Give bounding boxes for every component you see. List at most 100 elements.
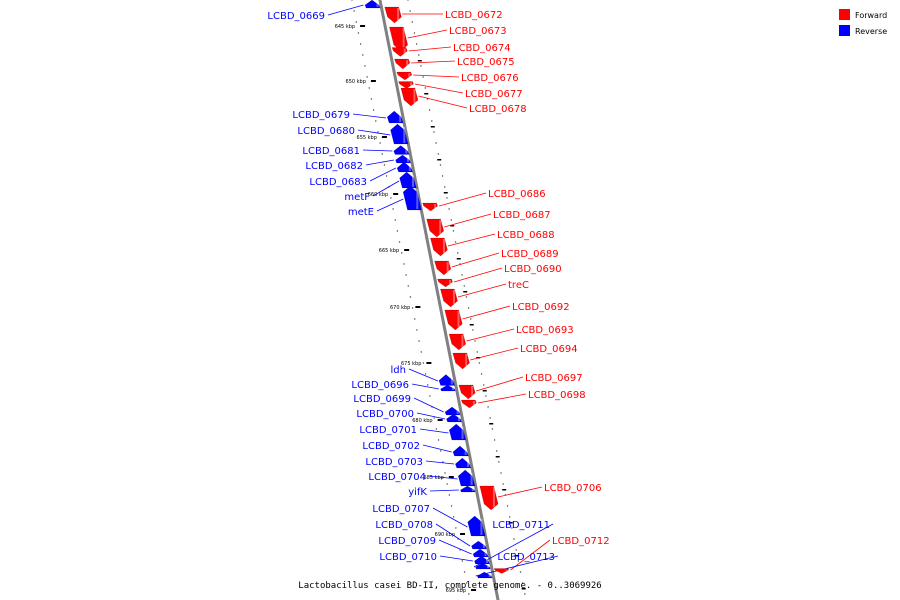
gene-label-LCBD_0713[interactable]: LCBD_0713 <box>497 552 555 563</box>
leader-LCBD_0676 <box>413 74 460 78</box>
gene-label-LCBD_0703[interactable]: LCBD_0703 <box>365 457 423 468</box>
gene-block-LCBD_0701[interactable] <box>448 423 467 441</box>
gene-block-LCBD_0681[interactable] <box>393 145 410 155</box>
gene-label-LCBD_0687[interactable]: LCBD_0687 <box>493 210 551 221</box>
gene-label-LCBD_0709[interactable]: LCBD_0709 <box>378 536 436 547</box>
gene-label-ldh[interactable]: ldh <box>391 365 406 376</box>
gene-block-LCBD_0683[interactable] <box>396 161 413 173</box>
gene-block-LCBD_0686[interactable] <box>422 202 439 212</box>
tick-label: 675 kbp <box>401 361 421 367</box>
gene-block-LCBD_0708[interactable] <box>471 540 487 550</box>
gene-label-LCBD_0674[interactable]: LCBD_0674 <box>453 43 511 54</box>
gene-label-LCBD_0679[interactable]: LCBD_0679 <box>292 110 350 121</box>
gene-block-LCBD_0713[interactable] <box>476 571 493 579</box>
gene-block-LCBD_0692[interactable] <box>444 309 463 331</box>
gene-block-LCBD_0678[interactable] <box>400 87 419 107</box>
gene-block-LCBD_0675[interactable] <box>394 58 411 70</box>
gene-block-LCBD_0680[interactable] <box>390 123 409 145</box>
gene-label-LCBD_0707[interactable]: LCBD_0707 <box>372 504 430 515</box>
gene-block-LCBD_0696[interactable] <box>440 384 456 392</box>
leader-LCBD_0669 <box>327 4 364 16</box>
gene-block-LCBD_0674[interactable] <box>391 47 408 57</box>
gene-label-LCBD_0706[interactable]: LCBD_0706 <box>544 483 602 494</box>
gene-label-LCBD_0675[interactable]: LCBD_0675 <box>457 57 515 68</box>
leader-LCBD_0690 <box>453 267 503 283</box>
leader-LCBD_0694 <box>470 347 519 361</box>
gene-label-LCBD_0678[interactable]: LCBD_0678 <box>469 104 527 115</box>
gene-block-treC[interactable] <box>440 288 458 308</box>
gene-label-LCBD_0704[interactable]: LCBD_0704 <box>368 472 426 483</box>
gene-block-LCBD_0698[interactable] <box>460 399 477 409</box>
gene-block-LCBD_0694[interactable] <box>452 352 470 370</box>
leader-LCBD_0702 <box>422 444 452 453</box>
gene-block-LCBD_0704[interactable] <box>457 469 476 487</box>
gene-label-LCBD_0710[interactable]: LCBD_0710 <box>379 552 437 563</box>
gene-label-LCBD_0676[interactable]: LCBD_0676 <box>461 73 519 84</box>
gene-block-LCBD_0700[interactable] <box>446 413 462 423</box>
leader-LCBD_0681 <box>362 149 393 152</box>
gene-shade <box>376 3 379 7</box>
gene-block-yifK[interactable] <box>460 485 476 493</box>
gene-block-LCBD_0689[interactable] <box>434 260 452 276</box>
gene-block-LCBD_0677[interactable] <box>398 81 414 89</box>
gene-block-LCBD_0669[interactable] <box>364 0 381 9</box>
gene-label-LCBD_0699[interactable]: LCBD_0699 <box>353 394 411 405</box>
gene-shade <box>403 48 406 54</box>
gene-shade <box>399 114 402 122</box>
gene-label-LCBD_0708[interactable]: LCBD_0708 <box>375 520 433 531</box>
tick-label: 670 kbp <box>390 305 410 311</box>
gene-label-LCBD_0673[interactable]: LCBD_0673 <box>449 26 507 37</box>
leader-LCBD_0680 <box>357 129 391 136</box>
gene-label-LCBD_0677[interactable]: LCBD_0677 <box>465 89 523 100</box>
gene-block-LCBD_0712[interactable] <box>493 568 510 574</box>
gene-label-LCBD_0697[interactable]: LCBD_0697 <box>525 373 583 384</box>
tick-mark <box>471 589 477 591</box>
gene-label-LCBD_0672[interactable]: LCBD_0672 <box>445 10 503 21</box>
gene-label-LCBD_0698[interactable]: LCBD_0698 <box>528 390 586 401</box>
tick-label: 665 kbp <box>379 248 399 254</box>
tick-mark <box>381 136 387 138</box>
leader-LCBD_0678 <box>418 95 468 109</box>
gene-block-LCBD_0693[interactable] <box>448 333 467 351</box>
gene-label-LCBD_0701[interactable]: LCBD_0701 <box>359 425 417 436</box>
gene-block-LCBD_0688[interactable] <box>430 237 448 257</box>
gene-label-LCBD_0702[interactable]: LCBD_0702 <box>362 441 420 452</box>
tick-mark <box>393 193 399 195</box>
gene-block-LCBD_0707[interactable] <box>467 515 486 537</box>
gene-block-LCBD_0706[interactable] <box>479 485 499 511</box>
gene-label-LCBD_0700[interactable]: LCBD_0700 <box>356 409 414 420</box>
gene-block-LCBD_0703[interactable] <box>455 457 472 469</box>
gene-label-metE[interactable]: metE <box>348 207 374 218</box>
gene-label-LCBD_0688[interactable]: LCBD_0688 <box>497 230 555 241</box>
gene-label-LCBD_0694[interactable]: LCBD_0694 <box>520 344 578 355</box>
gene-label-LCBD_0682[interactable]: LCBD_0682 <box>305 161 363 172</box>
gene-block-LCBD_0690[interactable] <box>437 278 453 288</box>
gene-label-LCBD_0693[interactable]: LCBD_0693 <box>516 325 574 336</box>
gene-label-yifK[interactable]: yifK <box>408 487 427 498</box>
gene-block-LCBD_0676[interactable] <box>396 71 413 81</box>
gene-shade <box>471 489 474 491</box>
gene-label-LCBD_0711[interactable]: LCBD_0711 <box>492 520 550 531</box>
gene-label-LCBD_0689[interactable]: LCBD_0689 <box>501 249 559 260</box>
gene-block-LCBD_0711[interactable] <box>475 562 491 570</box>
leader-LCBD_0701 <box>419 428 449 434</box>
gene-label-LCBD_0712[interactable]: LCBD_0712 <box>552 536 610 547</box>
gene-label-LCBD_0690[interactable]: LCBD_0690 <box>504 264 562 275</box>
gene-block-LCBD_0697[interactable] <box>458 384 476 400</box>
gene-label-LCBD_0683[interactable]: LCBD_0683 <box>309 177 367 188</box>
gene-label-metF[interactable]: metF <box>344 192 370 203</box>
gene-block-metE[interactable] <box>402 185 422 211</box>
gene-label-LCBD_0692[interactable]: LCBD_0692 <box>512 302 570 313</box>
gene-block-LCBD_0679[interactable] <box>386 110 404 124</box>
gene-label-LCBD_0680[interactable]: LCBD_0680 <box>297 126 355 137</box>
gene-label-LCBD_0681[interactable]: LCBD_0681 <box>302 146 360 157</box>
gene-label-LCBD_0686[interactable]: LCBD_0686 <box>488 189 546 200</box>
gene-label-LCBD_0696[interactable]: LCBD_0696 <box>351 380 409 391</box>
gene-label-treC[interactable]: treC <box>508 280 529 291</box>
kbp-ticks: 645 kbp 650 kbp 655 kbp 660 kbp 665 kbp 670 k… <box>335 24 477 594</box>
gene-block-LCBD_0702[interactable] <box>452 445 469 457</box>
gene-block-LCBD_0687[interactable] <box>426 218 445 238</box>
gene-label-LCBD_0669[interactable]: LCBD_0669 <box>267 11 325 22</box>
gene-block-LCBD_0672[interactable] <box>384 6 402 24</box>
leader-LCBD_0712 <box>510 539 551 571</box>
